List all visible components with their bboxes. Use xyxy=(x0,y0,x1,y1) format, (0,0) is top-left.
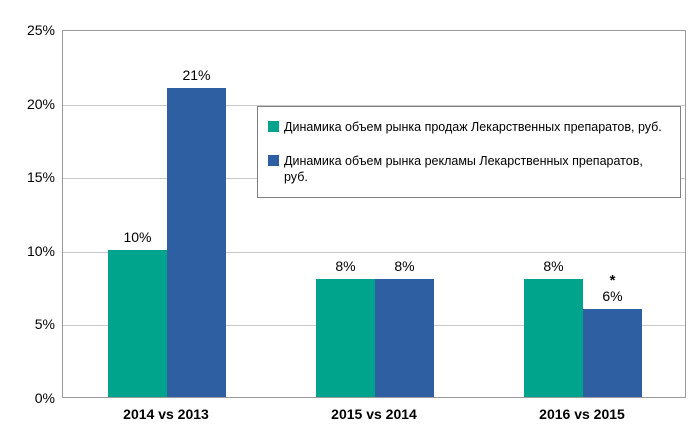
bar-data-label: 21% xyxy=(152,67,242,84)
y-axis-tick-label: 5% xyxy=(34,316,55,333)
gridline xyxy=(63,251,685,253)
y-axis-tick-label: 25% xyxy=(26,22,55,38)
bar-series-0-2016-vs-2015 xyxy=(524,279,583,397)
bar-data-label: * 6% xyxy=(568,273,658,305)
bar-value-text: 10% xyxy=(123,228,152,245)
bar-data-label: 8% xyxy=(360,258,450,275)
bar-series-0-2014-vs-2013 xyxy=(108,249,167,397)
bar-value-text: 21% xyxy=(182,66,211,83)
x-axis-category-label: 2016 vs 2015 xyxy=(539,406,625,422)
legend-entry: Динамика объем рынка продаж Лекарственны… xyxy=(268,119,670,135)
bar-series-0-2015-vs-2014 xyxy=(316,279,375,397)
legend-entry: Динамика объем рынка рекламы Лекарственн… xyxy=(268,153,670,185)
legend: Динамика объем рынка продаж Лекарственны… xyxy=(257,106,681,198)
bar-value-text: 8% xyxy=(394,258,415,275)
gridline xyxy=(63,104,685,106)
bar-data-label: 8% xyxy=(509,258,599,275)
bar-value-text: 6% xyxy=(602,287,623,304)
y-axis-tick-label: 0% xyxy=(34,390,55,406)
x-axis-category-label: 2014 vs 2013 xyxy=(123,406,209,422)
bar-series-1-2016-vs-2015 xyxy=(583,308,642,397)
plot-area: 10% 21% 8% 8% 8% * 6% xyxy=(62,30,686,398)
bar-series-1-2014-vs-2013 xyxy=(167,87,226,397)
legend-swatch-icon xyxy=(268,155,279,166)
y-axis-tick-label: 20% xyxy=(26,95,55,112)
legend-entry-label: Динамика объем рынка продаж Лекарственны… xyxy=(284,120,662,134)
legend-swatch-icon xyxy=(268,121,279,132)
bar-value-text: 8% xyxy=(335,258,356,275)
legend-entry-label: Динамика объем рынка рекламы Лекарственн… xyxy=(284,154,643,184)
bar-value-text: 8% xyxy=(543,258,564,275)
y-axis-tick-label: 10% xyxy=(26,242,55,259)
bar-data-label: 10% xyxy=(93,229,183,246)
y-axis-tick-label: 15% xyxy=(26,169,55,186)
bar-annotation-asterisk: * xyxy=(609,271,616,289)
bar-series-1-2015-vs-2014 xyxy=(375,279,434,397)
bar-data-label: 8% xyxy=(301,258,391,275)
x-axis-category-label: 2015 vs 2014 xyxy=(331,406,417,422)
